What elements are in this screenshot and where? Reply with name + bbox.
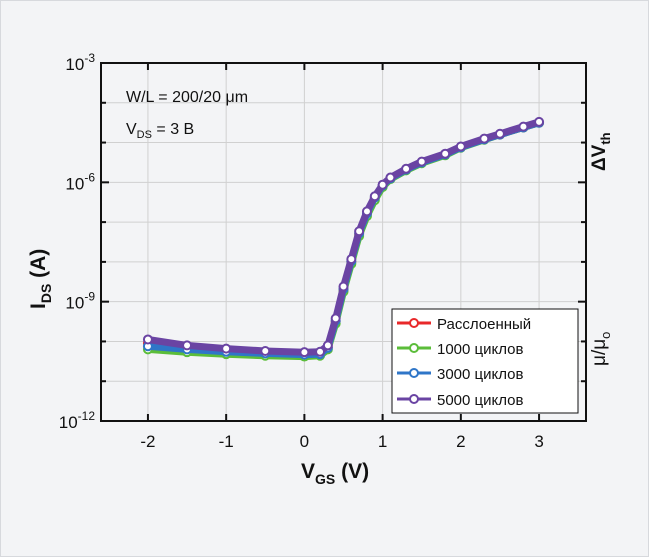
data-point — [315, 346, 326, 357]
data-point — [221, 343, 232, 354]
series-3 — [142, 116, 545, 358]
annotation-vds: VDS = 3 В — [126, 121, 194, 141]
data-point — [440, 148, 451, 159]
x-tick-label: 1 — [378, 432, 387, 451]
legend: Расслоенный 1000 циклов 3000 циклов 5000… — [391, 308, 579, 414]
series-layer — [142, 116, 545, 362]
data-point — [299, 347, 310, 358]
data-point — [534, 116, 545, 127]
legend-label-2: 3000 циклов — [437, 366, 524, 383]
data-point — [401, 163, 412, 174]
legend-item: 1000 циклов — [397, 341, 524, 358]
data-point — [338, 281, 349, 292]
data-point — [142, 334, 153, 345]
data-point — [518, 121, 529, 132]
y-axis-title: IDS (A) — [27, 249, 54, 309]
x-tick-label: 3 — [534, 432, 543, 451]
side-label-mobility-ratio: μ/μo — [589, 332, 613, 366]
data-point — [330, 313, 341, 324]
annotation-wl: W/L = 200/20 μm — [126, 89, 248, 106]
axis-ticks: -2 -1 0 1 2 3 10-3 10-6 10-9 10-12 — [59, 51, 586, 451]
data-point — [369, 191, 380, 202]
data-point — [354, 226, 365, 237]
legend-marker-0 — [409, 318, 419, 328]
data-point — [455, 141, 466, 152]
side-label-delta-vth: ΔVth — [589, 132, 613, 171]
legend-marker-2 — [409, 368, 419, 378]
legend-marker-1 — [409, 343, 419, 353]
plot-frame — [100, 62, 587, 422]
y-tick-label: 10-3 — [65, 51, 95, 74]
data-point — [322, 340, 333, 351]
data-point — [361, 206, 372, 217]
x-tick-label: -2 — [140, 432, 155, 451]
legend-label-1: 1000 циклов — [437, 341, 524, 358]
data-point — [377, 179, 388, 190]
y-tick-label: 10-12 — [59, 409, 96, 432]
x-axis-title: VGS (V) — [301, 460, 369, 487]
legend-label-0: Расслоенный — [437, 316, 531, 333]
x-tick-label: -1 — [219, 432, 234, 451]
legend-item: 5000 циклов — [397, 392, 524, 409]
data-point — [346, 254, 357, 265]
x-tick-label: 0 — [300, 432, 309, 451]
y-tick-label: 10-6 — [65, 170, 95, 193]
data-point — [182, 340, 193, 351]
legend-item: 3000 циклов — [397, 366, 524, 383]
legend-box — [391, 308, 579, 414]
data-point — [416, 156, 427, 167]
x-tick-label: 2 — [456, 432, 465, 451]
y-tick-label: 10-9 — [65, 290, 95, 313]
data-point — [260, 345, 271, 356]
legend-label-3: 5000 циклов — [437, 392, 524, 409]
data-point — [494, 128, 505, 139]
legend-item: Расслоенный — [397, 316, 531, 333]
data-point — [385, 172, 396, 183]
data-point — [479, 133, 490, 144]
legend-marker-3 — [409, 394, 419, 404]
